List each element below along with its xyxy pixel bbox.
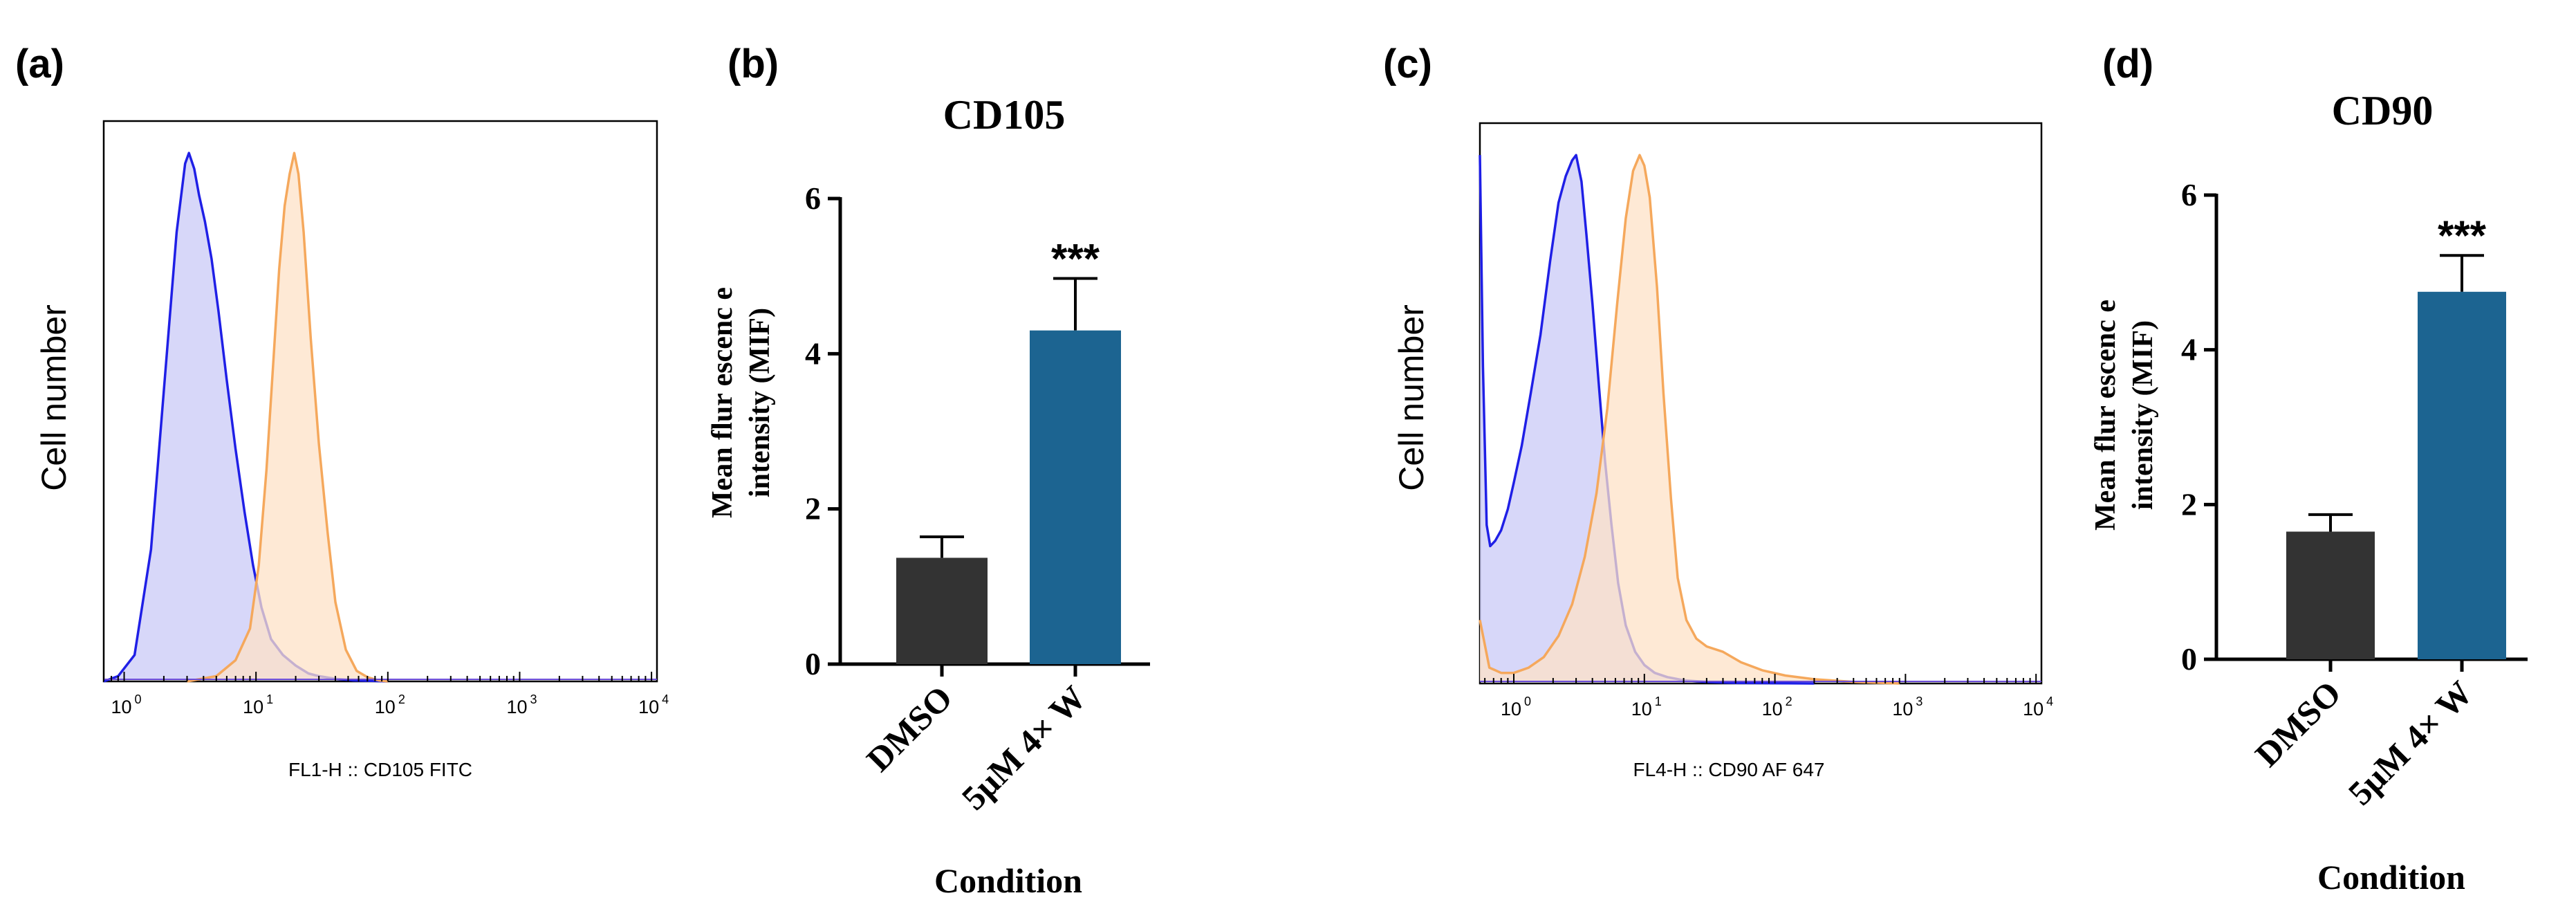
bar-treated	[2418, 291, 2506, 660]
histogram-fill-control	[1480, 155, 1815, 683]
histogram-series-a	[103, 152, 657, 683]
x-tick-label: 10	[1501, 699, 1521, 719]
x-tick-label: 10	[111, 697, 132, 717]
y-axis-label-a: Cell number	[35, 304, 73, 491]
panel-label-c: (c)	[1383, 42, 1432, 86]
x-tick-exponent: 1	[1655, 695, 1662, 708]
category-label: DMSO	[2248, 673, 2348, 774]
x-tick-label: 10	[1631, 699, 1652, 719]
chart-title-d: CD90	[2332, 88, 2434, 134]
x-axis-label-a: FL1-H :: CD105 FITC	[288, 759, 472, 780]
y-tick-label: 4	[805, 336, 821, 371]
y-tick-label: 2	[805, 491, 821, 526]
histogram-line-cd90	[1479, 154, 1900, 685]
histogram-line-cd105	[187, 152, 388, 683]
x-tick-exponent: 3	[1916, 695, 1922, 708]
category-label: 5µM 4× W	[954, 678, 1093, 817]
y-axis-label-d-line2: intensity (MIF)	[2127, 320, 2159, 510]
y-tick-label: 6	[2181, 177, 2197, 212]
panel-label-d: (d)	[2102, 42, 2153, 86]
histogram-ticks-a: 10 0 10 1 10 2 10 3 10 4	[103, 672, 669, 717]
x-tick-exponent: 3	[530, 692, 537, 706]
x-tick-exponent: 2	[1786, 695, 1792, 708]
x-tick-exponent: 4	[662, 692, 669, 706]
category-label: 5µM 4× W	[2341, 673, 2480, 812]
y-tick-label: 6	[805, 181, 821, 216]
x-tick-label: 10	[506, 697, 527, 717]
y-axis-label-b-line1: Mean flur escenc e	[707, 287, 739, 518]
chart-title-b: CD105	[943, 92, 1066, 138]
category-label: DMSO	[859, 678, 960, 779]
x-tick-label: 10	[375, 697, 396, 717]
x-axis-title-d: Condition	[2317, 858, 2465, 897]
panel-label-a: (a)	[15, 42, 64, 86]
x-tick-label: 10	[2023, 699, 2044, 719]
x-tick-label: 10	[1762, 699, 1783, 719]
x-tick-exponent: 0	[135, 692, 142, 706]
x-tick-exponent: 4	[2046, 695, 2053, 708]
panel-label-b: (b)	[728, 42, 779, 86]
x-tick-exponent: 1	[266, 692, 273, 706]
bar-dmso	[896, 558, 988, 664]
y-tick-label: 4	[2181, 332, 2197, 367]
panel-d-bar-chart: (d) CD90 Mean flur escenc e intensity (M…	[2090, 42, 2528, 897]
x-tick-exponent: 0	[1524, 695, 1531, 708]
y-axis-label-c: Cell number	[1392, 304, 1431, 491]
histogram-fill-control	[104, 153, 388, 681]
x-tick-label: 10	[1892, 699, 1913, 719]
y-tick-label: 2	[2181, 486, 2197, 522]
significance-marker: ***	[1051, 236, 1100, 282]
histogram-series-c	[1479, 154, 2041, 685]
x-axis-label-c: FL4-H :: CD90 AF 647	[1633, 759, 1824, 780]
panel-a-histogram: (a) 10 0 10 1 10 2 10 3 10 4 Cell number FL1-H ::…	[15, 42, 669, 780]
x-axis-title-b: Condition	[934, 861, 1082, 900]
histogram-fill-cd105	[187, 153, 388, 681]
y-axis-label-d-line1: Mean flur escenc e	[2090, 300, 2122, 531]
y-tick-label: 0	[805, 646, 821, 681]
significance-marker: ***	[2438, 212, 2487, 259]
panel-c-histogram: (c) 10 0 10 1 10 2 10 3 10 4 Cell number FL4-H ::…	[1383, 42, 2053, 780]
y-tick-label: 0	[2181, 641, 2197, 677]
x-tick-exponent: 2	[398, 692, 405, 706]
bar-dmso	[2286, 531, 2375, 659]
panel-b-bar-chart: (b) CD105 Mean flur escenc e intensity (…	[707, 42, 1150, 900]
histogram-ticks-c: 10 0 10 1 10 2 10 3 10 4	[1484, 674, 2053, 719]
bar-treated	[1030, 330, 1121, 664]
x-tick-label: 10	[243, 697, 263, 717]
x-tick-label: 10	[638, 697, 659, 717]
y-axis-label-b-line2: intensity (MIF)	[744, 308, 776, 497]
